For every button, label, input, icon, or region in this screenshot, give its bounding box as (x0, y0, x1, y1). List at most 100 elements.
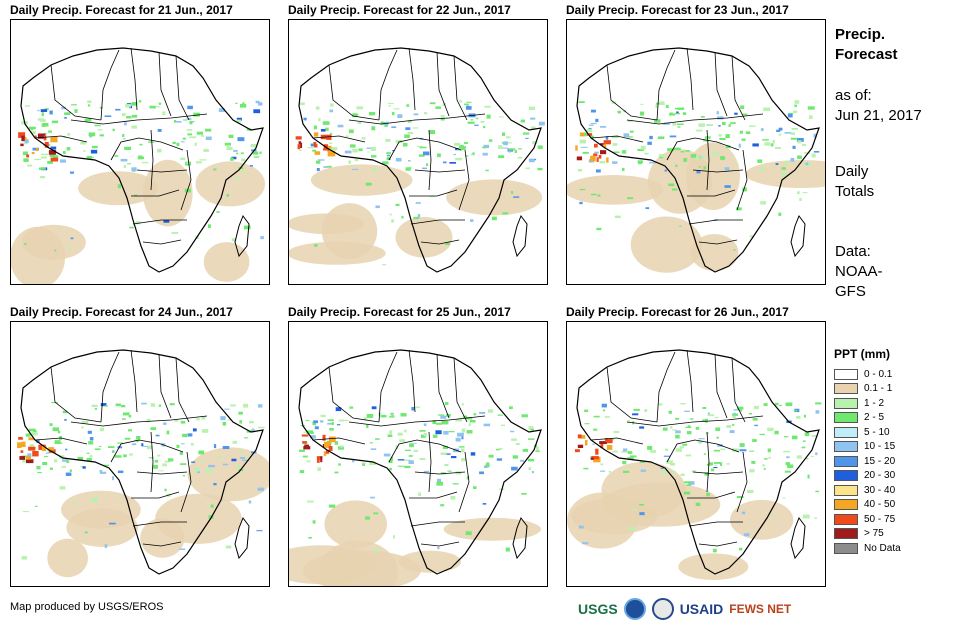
rain-cell (370, 147, 376, 151)
country-border (666, 439, 740, 463)
rain-cell (673, 147, 681, 151)
rain-cell (483, 144, 490, 149)
usaid-logo: USAID (679, 601, 724, 617)
heavy-rain-cell (301, 434, 309, 437)
rain-cell (640, 145, 646, 150)
rain-cell (450, 495, 456, 500)
rain-cell (24, 105, 30, 107)
rain-cell (440, 415, 447, 419)
rain-cell (470, 452, 476, 456)
rain-cell (675, 430, 681, 434)
rain-cell (173, 120, 177, 123)
rain-cell (670, 426, 673, 429)
rain-cell (455, 437, 461, 442)
rain-cell (536, 446, 539, 451)
rain-cell (354, 158, 359, 162)
rain-cell (404, 459, 411, 461)
rain-cell (306, 460, 311, 463)
dry-zone-patch (310, 164, 413, 196)
rain-cell (614, 215, 621, 219)
rain-cell (649, 161, 656, 164)
heavy-rain-cell (326, 134, 332, 140)
rain-cell (404, 465, 411, 469)
heavy-rain-cell (19, 456, 26, 460)
rain-cell (193, 112, 200, 117)
rain-cell (375, 205, 380, 209)
rain-cell (748, 412, 753, 415)
rain-cell (661, 123, 665, 126)
rain-cell (442, 445, 448, 450)
legend-item: 50 - 75 (834, 512, 954, 527)
rain-cell (129, 226, 134, 229)
rain-cell (749, 235, 753, 238)
rain-cell (482, 503, 487, 505)
rain-cell (186, 117, 192, 120)
rain-cell (49, 110, 53, 115)
rain-cell (393, 108, 400, 110)
rain-cell (231, 458, 237, 462)
rain-cell (775, 402, 779, 406)
rain-cell (62, 410, 68, 414)
africa-coastline (576, 47, 820, 273)
rain-cell (236, 117, 242, 121)
rain-cell (659, 101, 665, 106)
rain-cell (724, 167, 730, 171)
rain-cell (734, 112, 738, 115)
rain-cell (517, 156, 523, 159)
heavy-rain-cell (323, 441, 331, 448)
rain-cell (447, 470, 452, 472)
legend-item: 0.1 - 1 (834, 382, 954, 397)
rain-cell (505, 136, 511, 139)
rain-cell (796, 415, 801, 419)
rain-cell (89, 437, 94, 441)
rain-cell (367, 151, 370, 153)
legend-title: PPT (mm) (834, 347, 891, 361)
africa-map (289, 349, 542, 586)
country-border (378, 351, 398, 423)
heavy-rain-cell (48, 449, 56, 453)
rain-cell (37, 118, 45, 121)
rain-cell (626, 136, 633, 138)
rain-cell (583, 467, 589, 470)
rain-cell (622, 167, 625, 172)
rain-cell (237, 464, 240, 469)
heavy-rain-cell (579, 132, 585, 137)
rain-cell (329, 109, 334, 113)
rain-cell (361, 137, 366, 140)
rain-cell (488, 139, 493, 142)
rain-cell (253, 109, 261, 114)
country-border (731, 357, 746, 423)
country-border (692, 169, 744, 173)
rain-cell (791, 435, 798, 440)
madagascar-outline (790, 516, 806, 560)
rain-cell (423, 432, 427, 437)
rain-cell (61, 466, 67, 468)
dry-zone-patch (289, 213, 365, 235)
country-border (70, 113, 208, 125)
panel-title: Daily Precip. Forecast for 25 Jun., 2017 (288, 305, 511, 319)
rain-cell (310, 143, 315, 147)
rain-cell (815, 410, 820, 414)
country-border (688, 521, 743, 527)
rain-cell (317, 159, 325, 161)
rain-cell (799, 197, 802, 201)
rain-cell (479, 471, 484, 475)
dry-zone-patch (61, 490, 141, 529)
legend-item: 2 - 5 (834, 411, 954, 426)
legend-item: 30 - 40 (834, 483, 954, 498)
rain-cell (259, 151, 262, 154)
heavy-rain-cell (43, 135, 47, 141)
rain-cell (387, 102, 394, 104)
rain-cell (590, 122, 597, 125)
rain-cell (112, 128, 115, 132)
rain-cell (470, 119, 474, 121)
rain-cell (54, 249, 57, 252)
rain-cell (323, 166, 330, 168)
country-border (388, 137, 462, 161)
rain-cell (623, 133, 630, 137)
rain-cell (220, 416, 226, 421)
rain-cell (52, 155, 59, 158)
rain-cell (158, 404, 162, 407)
rain-cell (612, 143, 618, 146)
rain-cell (41, 156, 47, 159)
